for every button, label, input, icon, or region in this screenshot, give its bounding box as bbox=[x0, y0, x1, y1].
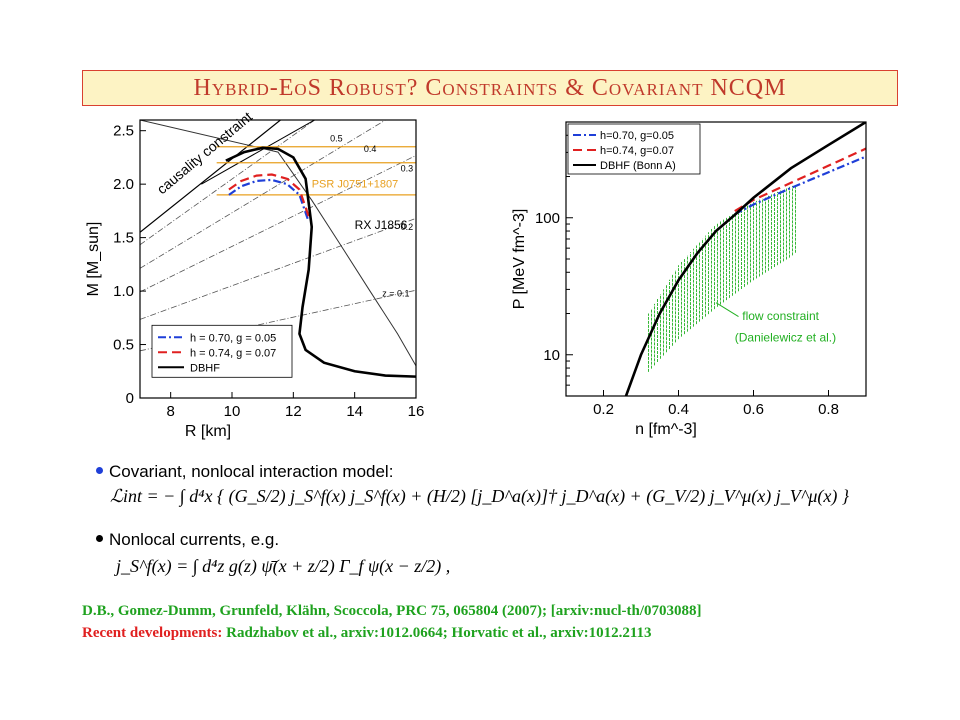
x-tick-label: 0.2 bbox=[593, 401, 614, 418]
reference-recent-label: Recent developments: bbox=[82, 625, 223, 641]
plot-frame bbox=[139, 119, 417, 399]
flow-source-label: (Danielewicz et al.) bbox=[735, 330, 836, 344]
causality-line bbox=[140, 120, 282, 233]
redshift-line bbox=[140, 120, 387, 269]
redshift-label: 0.2 bbox=[401, 222, 414, 232]
y-tick-label: 100 bbox=[535, 210, 560, 227]
slide-title: Hybrid-EoS Robust? Constraints & Covaria… bbox=[193, 75, 787, 101]
series-blue-curve bbox=[734, 155, 866, 216]
x-tick-label: 0.4 bbox=[668, 401, 689, 418]
redshift-label: 0.4 bbox=[364, 144, 377, 154]
series-black-curve bbox=[624, 122, 866, 396]
x-tick-label: 14 bbox=[346, 403, 363, 420]
y-tick-label: 1.0 bbox=[113, 283, 134, 300]
series-red-curve bbox=[228, 173, 310, 217]
series-black-curve bbox=[225, 146, 416, 378]
causality-line-2 bbox=[201, 120, 316, 185]
bullet-currents: Nonlocal currents, e.g. bbox=[96, 530, 279, 550]
plot-area bbox=[624, 122, 866, 396]
x-axis-label: n [fm^-3] bbox=[635, 421, 697, 438]
bullet-covariant-text: Covariant, nonlocal interaction model: bbox=[109, 462, 394, 481]
flow-arrow bbox=[715, 302, 739, 317]
redshift-line bbox=[140, 217, 416, 320]
interaction-lagrangian: ℒint = − ∫ d⁴x { (G_S/2) j_S^f(x) j_S^f(… bbox=[110, 486, 850, 506]
legend-entry: h=0.70, g=0.05 bbox=[600, 130, 674, 142]
bullet-dot-black bbox=[96, 535, 103, 542]
pressure-density-chart: 0.2 0.4 0.6 0.8 10 100 n [fm^-3] P [MeV fm^-3] f… bbox=[511, 121, 867, 438]
title-banner: Hybrid-EoS Robust? Constraints & Covaria… bbox=[82, 70, 898, 106]
legend-box bbox=[151, 324, 293, 378]
x-tick-label: 0.6 bbox=[743, 401, 764, 418]
redshift-label: 0.3 bbox=[401, 163, 414, 173]
redshift-line bbox=[140, 155, 416, 293]
rx-label: RX J1856 bbox=[355, 218, 408, 232]
series-red-curve bbox=[734, 147, 866, 212]
x-tick-label: 8 bbox=[166, 403, 174, 420]
y-tick-label: 1.5 bbox=[113, 230, 134, 247]
reference-primary: D.B., Gomez-Dumm, Grunfeld, Klähn, Scocc… bbox=[82, 603, 702, 619]
flow-label: flow constraint bbox=[742, 309, 819, 323]
x-tick-label: 10 bbox=[224, 403, 241, 420]
psr-label: PSR J0751+1807 bbox=[312, 178, 399, 190]
y-tick-label: 2.5 bbox=[113, 123, 134, 140]
redshift-label: z = 0.1 bbox=[382, 288, 409, 298]
redshift-label: 0.5 bbox=[330, 133, 343, 143]
bullet-dot-blue bbox=[96, 467, 103, 474]
nonlocal-current-formula: j_S^f(x) = ∫ d⁴z g(z) ψ̄(x + z/2) Γ_f ψ(… bbox=[116, 556, 451, 576]
y-tick-label: 0 bbox=[126, 390, 134, 407]
legend-entry: DBHF (Bonn A) bbox=[600, 160, 676, 172]
rx-j1856-curve bbox=[140, 120, 416, 367]
x-tick-label: 12 bbox=[285, 403, 302, 420]
y-tick-label: 0.5 bbox=[113, 337, 134, 354]
bullet-currents-text: Nonlocal currents, e.g. bbox=[109, 530, 280, 549]
legend-entry: h = 0.70, g = 0.05 bbox=[190, 332, 276, 344]
reference-recent-text: Radzhabov et al., arxiv:1012.0664; Horva… bbox=[222, 625, 652, 641]
x-tick-label: 0.8 bbox=[818, 401, 839, 418]
y-axis-label: P [MeV fm^-3] bbox=[511, 209, 528, 310]
mass-radius-chart: 8 10 12 14 16 0 0.5 1.0 1.5 2.0 2.5 R [km] M [M_sun]… bbox=[85, 112, 425, 440]
y-axis-label: M [M_sun] bbox=[85, 222, 102, 297]
x-tick-label: 16 bbox=[408, 403, 425, 420]
x-axis-label: R [km] bbox=[185, 423, 231, 440]
bullet-covariant: Covariant, nonlocal interaction model: bbox=[96, 462, 393, 482]
y-tick-label: 2.0 bbox=[113, 176, 134, 193]
plot-area bbox=[140, 120, 416, 378]
legend-entry: h = 0.74, g = 0.07 bbox=[190, 347, 276, 359]
legend-entry: DBHF bbox=[190, 362, 220, 374]
legend-entry: h=0.74, g=0.07 bbox=[600, 145, 674, 157]
reference-recent: Recent developments: Radzhabov et al., a… bbox=[82, 625, 652, 642]
y-tick-label: 10 bbox=[543, 347, 560, 364]
